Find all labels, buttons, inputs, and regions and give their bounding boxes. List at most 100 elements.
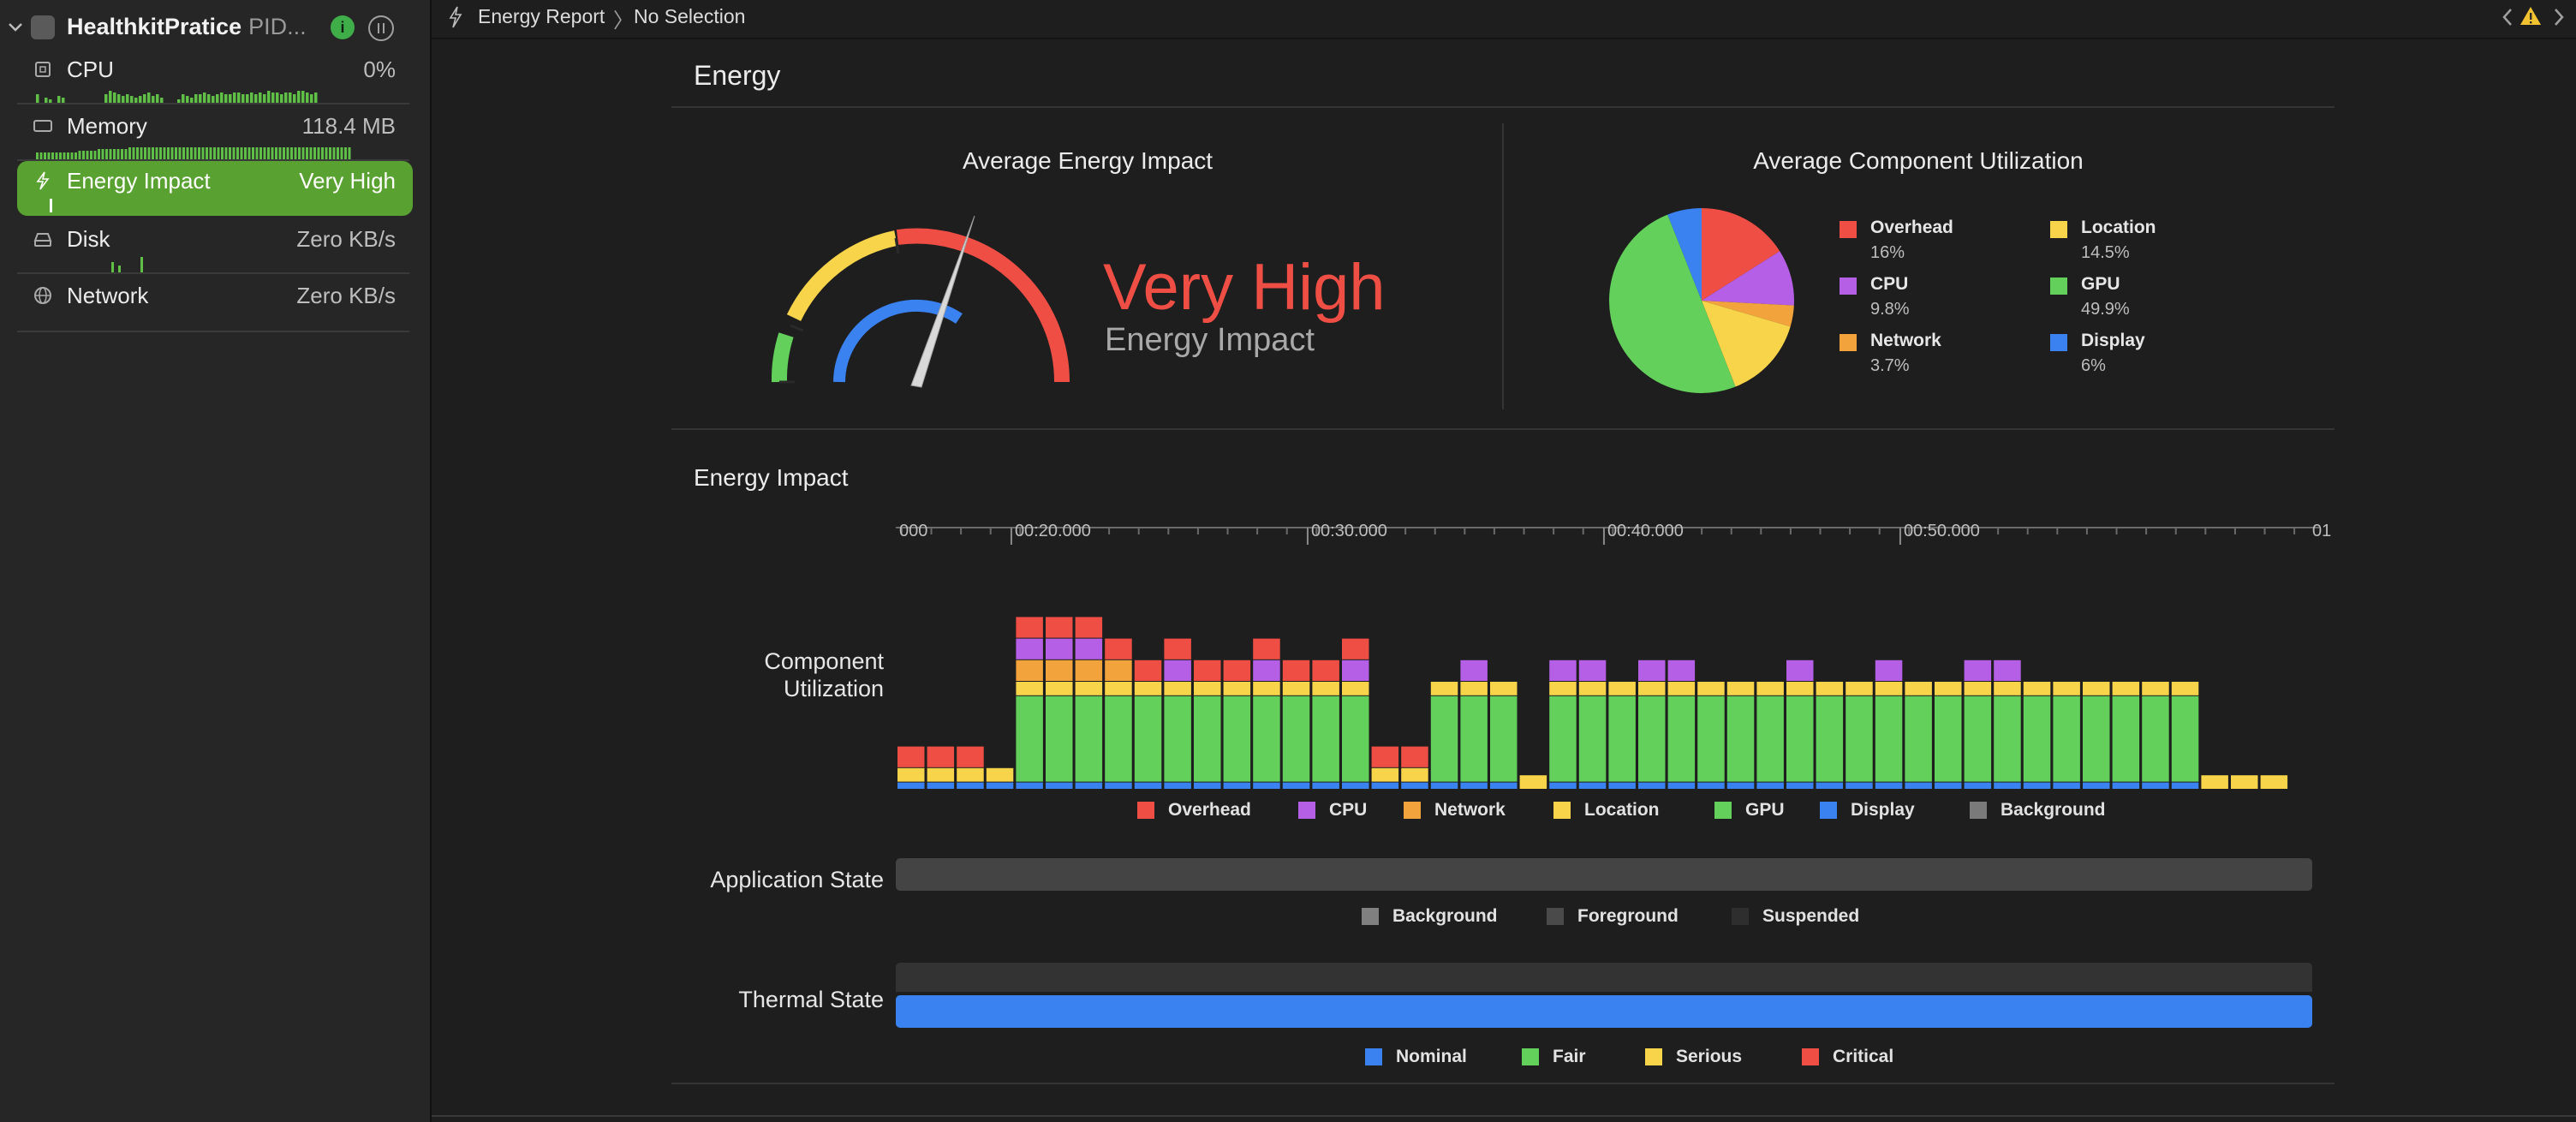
sparkline-bar — [221, 147, 224, 159]
chevron-down-icon[interactable] — [7, 19, 24, 36]
bar-segment-overhead — [1223, 659, 1251, 681]
chevron-right-icon[interactable] — [2550, 5, 2567, 29]
gauge-label: Memory — [67, 113, 147, 139]
bar-segment-location — [2142, 682, 2169, 695]
legend-swatch — [1522, 1048, 1539, 1065]
bar-segment-location — [897, 767, 925, 782]
sparkline-bar — [203, 93, 206, 103]
sparkline-bar — [329, 147, 331, 159]
bar-segment-location — [1667, 682, 1696, 695]
legend-swatch — [1362, 908, 1379, 925]
bar-segment-display — [927, 782, 955, 789]
bar-segment-location — [1312, 682, 1339, 695]
bar-segment-location — [2171, 682, 2199, 695]
bar-20 — [1490, 682, 1518, 789]
gauge-item-disk[interactable]: Disk Zero KB/s — [17, 219, 413, 274]
bar-0 — [897, 746, 925, 789]
gauge-tick — [790, 324, 804, 332]
sparkline-bar — [267, 147, 270, 159]
gauge-item-network[interactable]: Network Zero KB/s — [17, 276, 413, 332]
component-utilization-pie — [1609, 208, 1794, 393]
sparkline-bar — [242, 94, 245, 103]
disk-sparkline — [111, 257, 143, 272]
application-state-bar[interactable] — [896, 858, 2312, 891]
bar-segment-display — [1608, 782, 1636, 789]
process-pid: PID... — [248, 14, 307, 39]
sparkline-bar — [98, 149, 100, 159]
bar-segment-display — [1875, 782, 1903, 789]
bar-segment-cpu — [1164, 659, 1191, 681]
sparkline-bar — [337, 147, 339, 159]
bar-segment-gpu — [1046, 695, 1073, 782]
bar-segment-display — [1075, 782, 1103, 789]
bar-25 — [1638, 659, 1666, 789]
bar-19 — [1460, 659, 1488, 789]
pie-slice-gpu — [1609, 214, 1736, 393]
warning-icon[interactable] — [2519, 5, 2542, 27]
gauge-item-memory[interactable]: Memory 118.4 MB — [17, 106, 413, 161]
bolt-icon — [36, 171, 50, 190]
sparkline-bar — [152, 96, 155, 103]
bar-segment-location — [2231, 775, 2258, 789]
bar-segment-overhead — [1046, 617, 1073, 638]
row-label-thermal-state: Thermal State — [738, 987, 884, 1012]
sparkline-bar — [163, 147, 166, 159]
time-tick-label: 00:30.000 — [1311, 522, 1387, 540]
gauge-item-cpu[interactable]: CPU 0% — [17, 50, 413, 104]
bar-segment-cpu — [1046, 638, 1073, 659]
bar-segment-overhead — [927, 746, 955, 767]
bar-37 — [1994, 659, 2021, 789]
sparkline-bar — [286, 147, 289, 159]
sparkline-bar — [124, 149, 128, 159]
gauge-label: Disk — [67, 226, 110, 252]
chevron-left-icon[interactable] — [2499, 5, 2516, 29]
sparkline-bar — [59, 152, 62, 159]
bottom-border — [432, 1115, 2576, 1117]
info-badge-icon[interactable]: i — [331, 15, 355, 39]
sparkline-bar — [244, 147, 247, 159]
sparkline-bar — [105, 149, 108, 159]
bar-segment-gpu — [1964, 695, 1992, 782]
bar-segment-gpu — [1578, 695, 1607, 782]
bar-segment-cpu — [1460, 659, 1488, 681]
breadcrumb-no-selection[interactable]: No Selection — [634, 5, 746, 27]
legend-label: Network — [1434, 800, 1506, 820]
sparkline-bar — [136, 147, 139, 159]
bar-segment-display — [897, 782, 925, 789]
sparkline-bar — [49, 99, 52, 103]
bar-segment-overhead — [1105, 638, 1132, 659]
divider — [671, 428, 2334, 430]
bar-segment-overhead — [1194, 659, 1221, 681]
legend-swatch — [2050, 278, 2067, 295]
gauge-label: Network — [67, 283, 149, 308]
process-row[interactable]: HealthkitPratice PID... i — [0, 9, 430, 46]
energy-section-title: Energy — [694, 60, 781, 91]
thermal-state-bar-nominal[interactable] — [896, 995, 2312, 1028]
sparkline-bar — [306, 93, 309, 103]
sidebar: HealthkitPratice PID... i CPU 0% Memory 1… — [0, 0, 432, 1122]
bar-segment-display — [1342, 782, 1369, 789]
bar-42 — [2142, 682, 2169, 789]
divider — [17, 331, 409, 332]
bar-21 — [1519, 775, 1547, 789]
gauge-arc-green — [771, 332, 794, 383]
gauge-item-energy[interactable]: Energy Impact Very High — [17, 161, 413, 216]
sparkline-bar — [78, 151, 81, 159]
legend-swatch — [1732, 908, 1749, 925]
pause-badge-icon[interactable] — [368, 15, 394, 41]
bar-segment-location — [1816, 682, 1844, 695]
sparkline-bar — [271, 147, 274, 159]
sparkline-bar — [201, 147, 205, 159]
legend-swatch — [1298, 802, 1315, 819]
bar-segment-cpu — [1964, 659, 1992, 681]
sparkline-bar — [247, 147, 251, 159]
bar-segment-gpu — [1282, 695, 1310, 782]
disk-icon — [33, 233, 52, 247]
bar-segment-overhead — [1371, 746, 1399, 767]
time-tick-label: 01 — [2312, 522, 2331, 540]
bar-26 — [1667, 659, 1696, 789]
breadcrumb-energy-report[interactable]: Energy Report — [478, 5, 605, 27]
gauge-value: 0% — [363, 57, 396, 82]
cpu-sparkline — [36, 91, 318, 103]
sparkline-bar — [132, 147, 135, 159]
